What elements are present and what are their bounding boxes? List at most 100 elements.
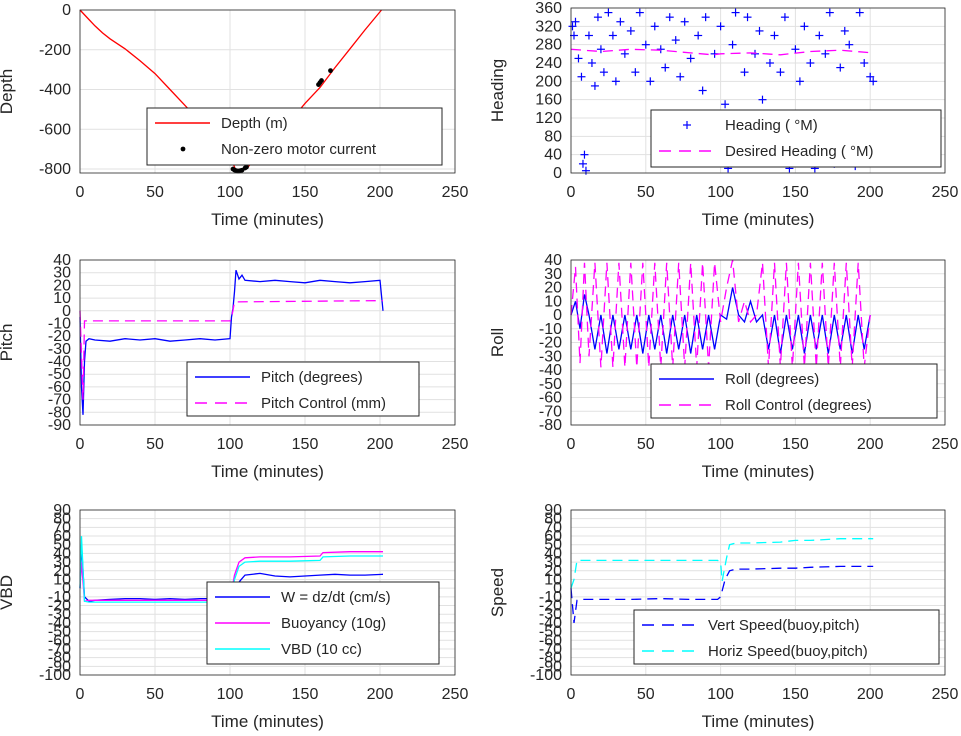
series-heading-0-point [686, 54, 695, 63]
x-tick-label: 250 [932, 686, 959, 703]
y-tick-label: -400 [39, 82, 71, 99]
series-group [570, 259, 871, 368]
y-tick-label: -70 [48, 641, 71, 658]
series-depth-1-point [244, 164, 249, 170]
legend: Depth (m) Non-zero motor current [146, 107, 443, 166]
series-speed-1-line [570, 538, 874, 589]
series-heading-0-point [631, 68, 640, 77]
y-tick-label: -20 [539, 598, 562, 615]
series-heading-0-point [676, 72, 685, 81]
y-tick-label: -80 [539, 650, 562, 667]
x-tick-label: 200 [857, 686, 884, 703]
series-heading-0-point [694, 31, 703, 40]
x-tick-label: 200 [367, 686, 394, 703]
legend-swatch [683, 121, 691, 129]
series-heading-0-point [620, 49, 629, 58]
y-tick-label: 70 [53, 519, 71, 536]
x-tick-label: 150 [782, 184, 809, 201]
legend-label: Heading ( °M) [725, 117, 818, 134]
x-tick-label: 50 [637, 436, 655, 453]
y-tick-label: -50 [539, 376, 562, 393]
legend-label: Horiz Speed(buoy,pitch) [708, 643, 868, 660]
legend-label: Pitch (degrees) [261, 369, 363, 386]
series-heading-0-point [806, 59, 815, 67]
legend-label: Vert Speed(buoy,pitch) [708, 617, 859, 634]
legend-box [146, 107, 443, 166]
y-tick-label: 30 [53, 265, 71, 282]
series-heading-0-point [770, 31, 779, 40]
series-heading-0-point [765, 59, 774, 67]
y-tick-label: 40 [544, 252, 562, 269]
x-tick-label: 200 [857, 436, 884, 453]
y-tick-label: 50 [544, 537, 562, 554]
series-heading-0-point [869, 77, 878, 86]
series-group [79, 269, 384, 415]
series-pitch-0-line [79, 269, 384, 415]
series-heading-0-point [701, 13, 710, 22]
legend-label: Roll (degrees) [725, 371, 819, 388]
x-tick-label: 0 [76, 184, 85, 201]
y-tick-label: -800 [39, 161, 71, 178]
x-axis-label: Time (minutes) [211, 210, 324, 229]
x-tick-label: 50 [637, 184, 655, 201]
x-tick-label: 150 [782, 436, 809, 453]
y-tick-label: -60 [48, 379, 71, 396]
series-heading-0-point [755, 26, 764, 35]
x-tick-label: 100 [217, 436, 244, 453]
series-heading-0-point [721, 100, 730, 109]
legend: Roll (degrees) Roll Control (degrees) [650, 363, 938, 419]
series-heading-0-point [626, 26, 635, 35]
legend: Vert Speed(buoy,pitch) Horiz Speed(buoy,p… [633, 609, 940, 665]
y-tick-label: 70 [544, 519, 562, 536]
y-tick-label: -30 [539, 348, 562, 365]
y-tick-label: 10 [544, 571, 562, 588]
y-axis-label: Pitch [0, 324, 16, 362]
y-tick-label: 40 [53, 545, 71, 562]
series-heading-0-point [580, 150, 589, 159]
series-heading-0-point [860, 59, 869, 67]
y-tick-label: -600 [39, 121, 71, 138]
series-heading-0-point [758, 95, 767, 104]
series-heading-0-point [568, 22, 577, 31]
y-tick-label: 90 [53, 502, 71, 519]
x-tick-label: 250 [442, 686, 469, 703]
y-tick-label: 60 [53, 528, 71, 545]
y-tick-label: -60 [539, 390, 562, 407]
series-heading-0-point [815, 31, 824, 40]
x-tick-label: 0 [567, 184, 576, 201]
series-heading-1-line [570, 48, 874, 56]
series-heading-0-point [611, 77, 620, 86]
series-group [570, 538, 874, 623]
series-heading-0-point [780, 13, 789, 22]
series-depth-1-point [328, 68, 333, 74]
y-tick-label: -90 [48, 417, 71, 434]
x-tick-label: 200 [857, 184, 884, 201]
y-tick-label: 0 [553, 580, 562, 597]
y-tick-label: 160 [535, 92, 562, 109]
series-heading-0-point [661, 63, 670, 72]
x-tick-label: 50 [146, 184, 164, 201]
legend-label: W = dz/dt (cm/s) [281, 589, 391, 606]
series-heading-0-point [776, 68, 785, 77]
y-axis-label: VBD [0, 575, 16, 610]
legend: W = dz/dt (cm/s) Buoyancy (10g) VBD (10 cc… [206, 581, 440, 665]
legend-box [650, 363, 938, 419]
chart-pitch: 0 50 100 150 200 250403020100-10-20-30-40-50-… [0, 252, 468, 481]
series-heading-0-point [596, 45, 605, 54]
x-axis-label: Time (minutes) [702, 462, 815, 481]
y-tick-label: -10 [48, 315, 71, 332]
series-heading-0-point [635, 8, 644, 17]
y-axis-label: Heading [488, 59, 507, 122]
series-heading-0-point [574, 54, 583, 63]
y-tick-label: 90 [544, 502, 562, 519]
y-tick-label: 360 [535, 0, 562, 17]
x-tick-label: 150 [782, 686, 809, 703]
legend-label: Depth (m) [221, 115, 288, 132]
series-heading-0-point [587, 59, 596, 67]
series-heading-0-point [656, 45, 665, 54]
series-heading-0-point [731, 8, 740, 17]
series-speed-0-line [570, 565, 874, 623]
series-heading-0-point [866, 72, 875, 81]
legend-label: Pitch Control (mm) [261, 395, 386, 412]
axes-frame [570, 259, 946, 426]
